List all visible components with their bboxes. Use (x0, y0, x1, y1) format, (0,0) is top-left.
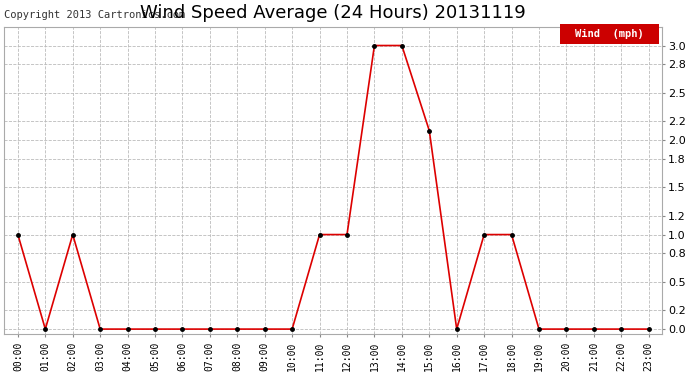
Title: Wind Speed Average (24 Hours) 20131119: Wind Speed Average (24 Hours) 20131119 (140, 4, 526, 22)
Text: Copyright 2013 Cartronics.com: Copyright 2013 Cartronics.com (4, 10, 186, 21)
